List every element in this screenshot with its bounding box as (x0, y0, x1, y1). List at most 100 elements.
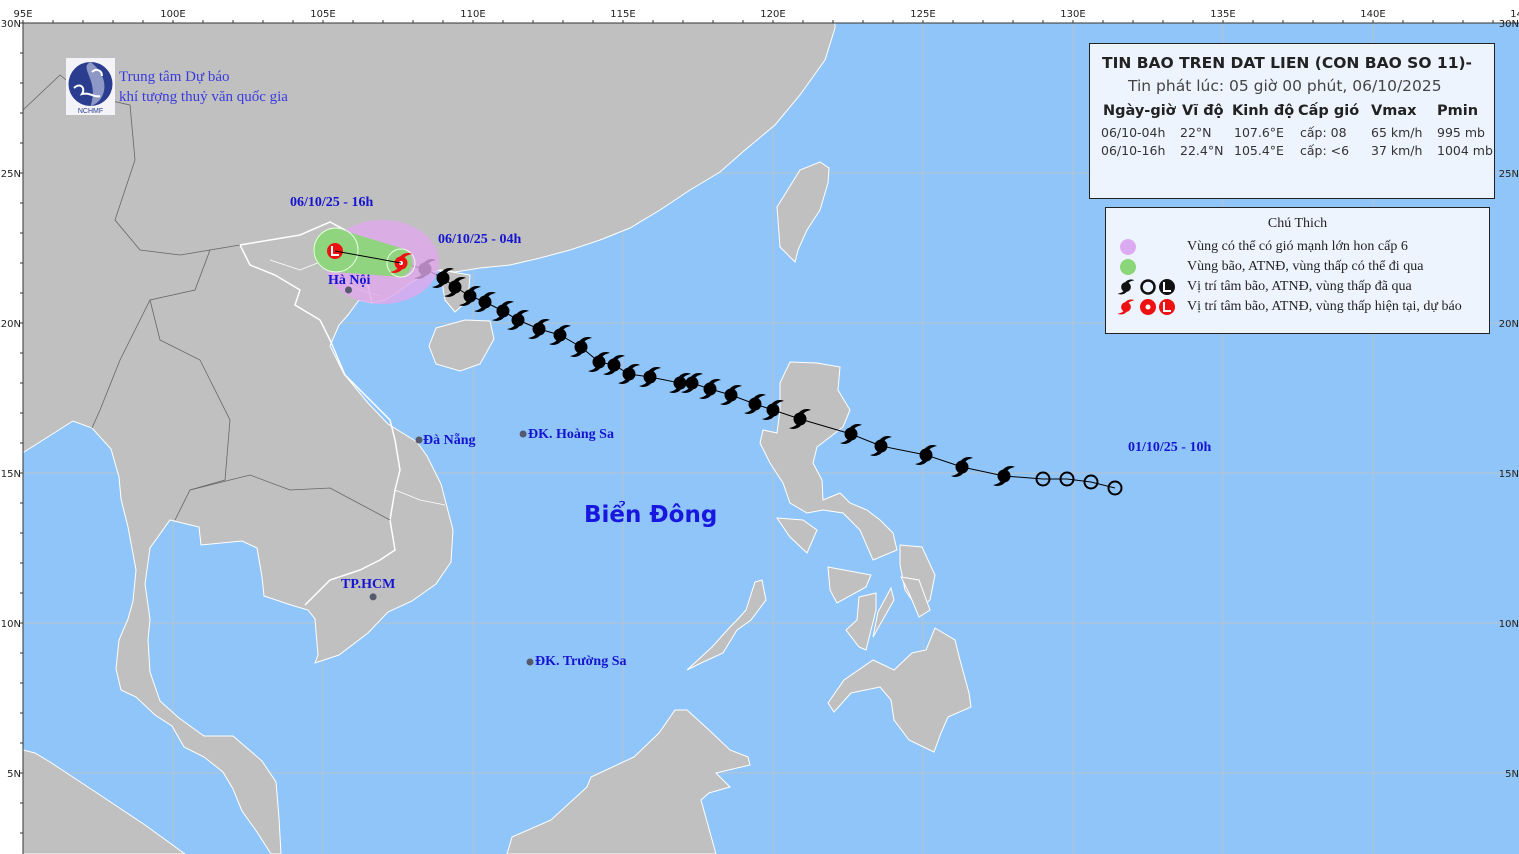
city-label-hcm: TP.HCM (341, 577, 396, 592)
col-wind: Cấp gió (1298, 103, 1360, 119)
pink-circle-icon (1120, 239, 1136, 255)
nchmf-logo-icon: NCHMF (68, 62, 113, 115)
land-cebu (872, 586, 895, 638)
land-mindanao (827, 627, 972, 753)
cell: 107.6°E (1234, 125, 1284, 140)
city-label-hanoi: Hà Nội (328, 273, 371, 288)
forecast-line (334, 250, 402, 264)
logo-text: Trung tâm Dự báo khí tượng thuỷ văn quốc… (119, 67, 288, 107)
forecast-zones (313, 220, 439, 304)
land-taiwan (776, 161, 830, 263)
lon-label: 130E (1060, 9, 1085, 20)
cell: 06/10-04h (1101, 125, 1166, 140)
lat-label-left: 30N (1, 19, 21, 30)
lat-label-right: 20N (1499, 319, 1519, 330)
land-negros (845, 592, 877, 651)
legend-item: Vùng có thể có gió mạnh lớn hon cấp 6 (1187, 239, 1408, 254)
land-luzon (759, 361, 898, 561)
axes: 95E 100E 105E 110E 115E 120E 125E 130E 135E 140E 1… (1, 9, 1519, 854)
lon-label: 110E (460, 9, 485, 20)
cell: 22.4°N (1180, 143, 1224, 158)
vietnam-provinces-south (394, 489, 446, 506)
low-letter-icon (331, 246, 339, 256)
land-leyte (900, 576, 931, 618)
lat-label-left: 5N (7, 769, 21, 780)
current-time-label: 06/10/25 - 04h (438, 232, 522, 247)
cell: 37 km/h (1371, 143, 1423, 158)
cell: 105.4°E (1234, 143, 1284, 158)
td-past-icon (1083, 474, 1099, 490)
land-borneo (506, 709, 751, 854)
legend-box: Chú Thich Vùng có thể có gió mạnh lớn ho… (1105, 207, 1490, 334)
city-label-truongsa: ĐK. Trường Sa (535, 654, 627, 669)
bulletin-issued: Tin phát lúc: 05 giờ 00 phút, 06/10/2025 (1128, 77, 1442, 95)
cell: 1004 mb (1437, 143, 1493, 158)
legend-item: Vị trí tâm bão, ATNĐ, vùng thấp hiện tại… (1187, 299, 1462, 314)
forecast-radius (313, 227, 359, 273)
city-dot (345, 286, 352, 294)
lon-label: 140E (1360, 9, 1385, 20)
cell: 06/10-16h (1101, 143, 1166, 158)
land-mainland (22, 22, 836, 854)
city-dot (369, 593, 377, 601)
storm-red-icon (1117, 299, 1135, 315)
col-lon: Kinh độ (1232, 103, 1295, 119)
logo: NCHMF (66, 58, 115, 115)
lon-label: 105E (310, 9, 335, 20)
logo-line1: Trung tâm Dự báo (119, 69, 230, 85)
lat-label-left: 20N (1, 319, 21, 330)
forecast-time-label: 06/10/25 - 16h (290, 195, 374, 210)
storm-black-icon (1117, 279, 1135, 295)
cell: cấp: <6 (1300, 143, 1350, 158)
country-borders-cambodia (189, 474, 391, 521)
td-red-icon (1140, 299, 1156, 315)
sea-name-label: Biển Đông (584, 502, 718, 528)
lat-label-left: 10N (1, 619, 21, 630)
cell: 65 km/h (1371, 125, 1423, 140)
cell: 22°N (1180, 125, 1212, 140)
lat-label-right: 5N (1505, 769, 1519, 780)
land-panay (827, 566, 872, 604)
col-datetime: Ngày-giờ (1103, 103, 1176, 119)
green-circle-icon (1120, 259, 1136, 275)
bulletin-title: TIN BAO TREN DAT LIEN (CON BAO SO 11)- (1102, 54, 1472, 72)
td-past-icon (1059, 471, 1075, 487)
td-black-icon (1140, 279, 1156, 295)
lat-label-right: 10N (1499, 619, 1519, 630)
col-vmax: Vmax (1371, 103, 1417, 119)
logo-line2: khí tượng thuỷ văn quốc gia (119, 89, 288, 105)
start-time-label: 01/10/25 - 10h (1128, 440, 1212, 455)
land-mindoro (775, 517, 818, 554)
lon-label: 95E (13, 9, 32, 20)
col-lat: Vĩ độ (1182, 103, 1224, 119)
lat-label-left: 15N (1, 469, 21, 480)
track-past (334, 250, 1123, 496)
track-current-forecast (327, 243, 412, 273)
lat-label-right: 15N (1499, 469, 1519, 480)
td-past-icon (1035, 471, 1051, 487)
svg-text:NCHMF: NCHMF (78, 108, 103, 115)
legend-item: Vị trí tâm bão, ATNĐ, vùng thấp đã qua (1187, 279, 1412, 294)
legend-icons (1117, 239, 1175, 315)
lon-label: 125E (910, 9, 935, 20)
city-label-hoangsa: ĐK. Hoàng Sa (528, 427, 614, 442)
land-hainan (428, 319, 495, 372)
city-label-danang: Đà Nẵng (423, 433, 476, 448)
city-dot (415, 436, 423, 444)
grid-lines (23, 23, 1519, 854)
lon-label: 135E (1210, 9, 1235, 20)
legend-item: Vùng bão, ATNĐ, vùng thấp có thể đi qua (1187, 259, 1424, 274)
land (22, 22, 972, 854)
land-sumatra (22, 749, 186, 854)
lat-label-right: 30N (1499, 19, 1519, 30)
current-radius (386, 248, 416, 278)
legend-title: Chú Thich (1267, 216, 1328, 231)
lon-label: 100E (160, 9, 185, 20)
lon-label: 115E (610, 9, 635, 20)
city-dot (519, 430, 527, 438)
col-pmin: Pmin (1437, 103, 1479, 119)
cell: 995 mb (1437, 125, 1485, 140)
td-past-icon (1107, 480, 1123, 496)
city-dots (345, 286, 534, 666)
lat-label-left: 25N (1, 169, 21, 180)
